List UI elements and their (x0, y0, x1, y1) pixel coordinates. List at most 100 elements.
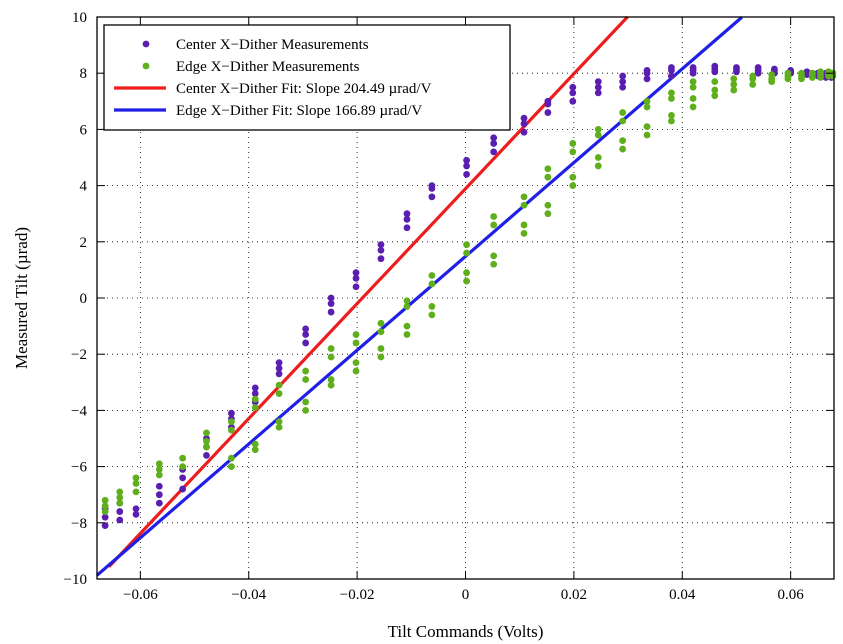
x-tick-label: −0.02 (340, 587, 375, 603)
legend: Center X−Dither Measurements Edge X−Dithe… (103, 24, 511, 131)
data-point (520, 229, 528, 237)
data-point (251, 404, 259, 411)
data-point (749, 81, 757, 88)
data-point (352, 331, 360, 338)
data-point (689, 64, 697, 71)
data-point (668, 72, 675, 80)
data-point (132, 505, 140, 513)
data-point (711, 92, 719, 100)
data-point (428, 272, 436, 279)
data-point (101, 508, 109, 515)
data-point (403, 297, 411, 305)
data-point (327, 300, 335, 308)
data-point (327, 353, 335, 361)
data-point (302, 325, 310, 333)
data-point (569, 148, 577, 156)
data-point (619, 117, 627, 125)
data-point (179, 485, 187, 493)
data-point (594, 83, 602, 91)
data-point (251, 446, 259, 454)
data-point (155, 482, 163, 490)
data-point (770, 65, 778, 73)
data-point (275, 359, 283, 367)
data-point (490, 148, 498, 156)
data-point (403, 224, 411, 232)
y-tick-label: −2 (71, 347, 87, 363)
data-point (352, 339, 360, 347)
data-point (327, 345, 335, 352)
data-point (668, 95, 675, 102)
y-tick-label: 10 (72, 10, 87, 26)
data-point (101, 513, 109, 521)
y-tick-label: −10 (64, 572, 87, 588)
data-point (327, 294, 335, 302)
fit-lines (95, 15, 743, 577)
y-axis: −10 −8 −6 −4 −2 0 2 4 6 8 10 (64, 10, 834, 588)
data-point (327, 376, 335, 383)
data-point (619, 145, 627, 153)
data-point (403, 210, 411, 218)
data-point (132, 480, 140, 487)
x-axis: −0.06 −0.04 −0.02 0 0.02 0.04 0.06 (123, 17, 804, 603)
data-point (711, 78, 719, 86)
data-point (377, 319, 385, 327)
data-point (116, 508, 124, 515)
y-tick-label: 2 (80, 235, 88, 251)
data-point (227, 418, 235, 426)
data-point (132, 474, 140, 482)
data-point (403, 331, 411, 338)
data-point (784, 69, 792, 77)
data-point (569, 140, 577, 147)
x-tick-label: −0.06 (123, 587, 158, 603)
data-point (490, 252, 498, 260)
data-point (179, 474, 187, 482)
data-point (463, 170, 470, 178)
data-point (619, 109, 627, 116)
legend-marker (142, 62, 150, 70)
data-point (302, 339, 310, 347)
y-axis-label: Measured Tilt (µrad) (12, 227, 31, 369)
data-point (643, 97, 651, 105)
data-point (327, 308, 335, 316)
data-point (203, 451, 210, 459)
data-point (251, 390, 259, 397)
data-point (155, 491, 163, 499)
data-point (544, 210, 552, 218)
data-point (594, 125, 602, 133)
data-point (116, 488, 124, 496)
y-tick-label: 8 (80, 66, 88, 82)
legend-label: Center X−Dither Measurements (176, 37, 369, 53)
data-point (275, 370, 283, 378)
data-point (544, 165, 552, 173)
data-point (594, 78, 602, 86)
data-point (116, 499, 124, 507)
data-point (689, 83, 697, 91)
data-point (327, 381, 335, 389)
data-point (490, 260, 498, 268)
data-point (179, 454, 187, 462)
data-point (428, 193, 436, 201)
fit-line (107, 15, 629, 568)
data-point (569, 173, 577, 181)
data-point (352, 274, 360, 282)
data-point (689, 78, 697, 86)
data-point (132, 488, 140, 496)
data-point (302, 398, 310, 406)
legend-box (103, 24, 511, 131)
data-point (711, 86, 719, 94)
data-point (594, 89, 602, 97)
data-point (352, 359, 360, 367)
data-point (668, 89, 675, 97)
data-point (251, 384, 259, 392)
data-point (428, 280, 436, 288)
y-tick-label: 4 (80, 179, 88, 195)
data-point (643, 75, 651, 83)
data-point (798, 69, 805, 77)
data-point (403, 303, 411, 310)
data-point (520, 221, 528, 229)
y-tick-label: 0 (80, 291, 88, 307)
data-point (668, 117, 675, 125)
data-point (730, 86, 738, 94)
x-tick-label: 0.06 (778, 587, 805, 603)
